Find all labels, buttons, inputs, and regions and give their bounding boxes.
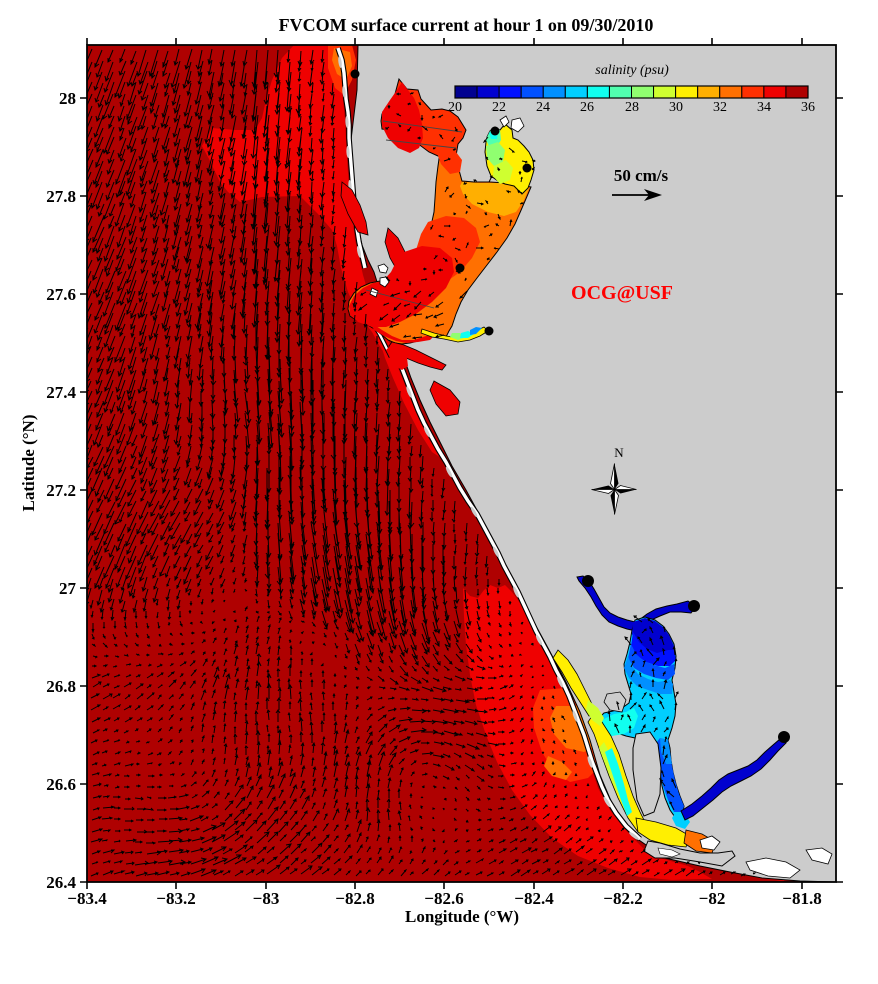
svg-text:22: 22 xyxy=(492,100,506,115)
svg-text:27.2: 27.2 xyxy=(46,481,76,500)
svg-text:Latitude (°N): Latitude (°N) xyxy=(19,415,38,512)
svg-text:34: 34 xyxy=(757,100,771,115)
svg-text:−83.2: −83.2 xyxy=(156,889,195,908)
svg-text:30: 30 xyxy=(669,100,683,115)
svg-text:−82.4: −82.4 xyxy=(514,889,554,908)
svg-text:−82.6: −82.6 xyxy=(424,889,463,908)
svg-text:26.6: 26.6 xyxy=(46,775,76,794)
svg-text:26.4: 26.4 xyxy=(46,873,76,892)
svg-text:−81.8: −81.8 xyxy=(782,889,821,908)
svg-text:32: 32 xyxy=(713,100,727,115)
svg-text:24: 24 xyxy=(536,100,550,115)
svg-text:28: 28 xyxy=(59,89,76,108)
svg-text:27: 27 xyxy=(59,579,77,598)
svg-text:20: 20 xyxy=(448,100,462,115)
svg-text:FVCOM surface current at hour: FVCOM surface current at hour 1 on 09/30… xyxy=(279,15,654,35)
svg-text:50 cm/s: 50 cm/s xyxy=(614,166,669,185)
svg-text:−82: −82 xyxy=(699,889,726,908)
svg-text:OCG@USF: OCG@USF xyxy=(571,282,673,304)
svg-text:26.8: 26.8 xyxy=(46,677,76,696)
svg-text:27.4: 27.4 xyxy=(46,383,76,402)
svg-text:salinity (psu): salinity (psu) xyxy=(595,63,669,78)
svg-text:−83: −83 xyxy=(253,889,280,908)
svg-text:26: 26 xyxy=(580,100,594,115)
svg-text:−82.8: −82.8 xyxy=(335,889,374,908)
svg-text:36: 36 xyxy=(801,100,815,115)
svg-text:−83.4: −83.4 xyxy=(67,889,107,908)
svg-text:27.8: 27.8 xyxy=(46,187,76,206)
svg-text:27.6: 27.6 xyxy=(46,285,76,304)
svg-text:28: 28 xyxy=(625,100,639,115)
svg-text:−82.2: −82.2 xyxy=(603,889,642,908)
svg-text:N: N xyxy=(614,445,624,460)
svg-text:Longitude (°W): Longitude (°W) xyxy=(405,907,519,926)
